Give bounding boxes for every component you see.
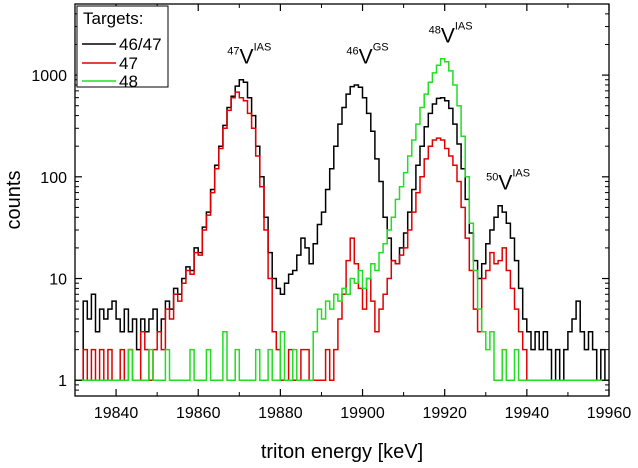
legend-label-48: 48 [119,72,138,91]
y-tick-label: 10 [49,272,67,289]
x-tick-label: 19900 [340,405,385,422]
legend-label-46-47: 46/47 [119,35,162,54]
y-tick-label: 1 [58,373,67,390]
x-tick-label: 19840 [94,405,139,422]
x-tick-label: 19960 [587,405,632,422]
x-tick-label: 19920 [422,405,467,422]
x-axis-title: triton energy [keV] [261,441,423,463]
series-layer [75,57,609,381]
series-line-2 [75,91,609,381]
peak-annotation-4: 50VIAS [486,168,530,195]
peak-annotation-3: 48VIAS [429,20,473,47]
legend-label-47: 47 [119,54,138,73]
x-tick-label: 19860 [176,405,221,422]
legend: Targets: 46/47 47 48 [76,5,169,91]
x-tick-label: 19940 [505,405,550,422]
plot-frame [74,3,610,397]
series-line-1 [75,79,609,381]
y-axis-title: counts [3,171,25,230]
x-tick-label: 19880 [258,405,303,422]
peak-annotation-1: 47VIAS [227,42,271,69]
peak-annotation-2: 46VGS [346,42,388,69]
legend-title: Targets: [83,9,143,28]
legend-box [76,5,169,88]
y-tick-label: 100 [40,170,67,187]
y-tick-label: 1000 [31,68,67,85]
ticks-layer: 19840 19860 19880 19900 19920 19940 19960 1 10 10… [31,3,632,422]
series-line-3 [75,57,609,381]
annotation-layer: 47VIAS 46VGS 48VIAS 50VIAS [227,20,530,194]
